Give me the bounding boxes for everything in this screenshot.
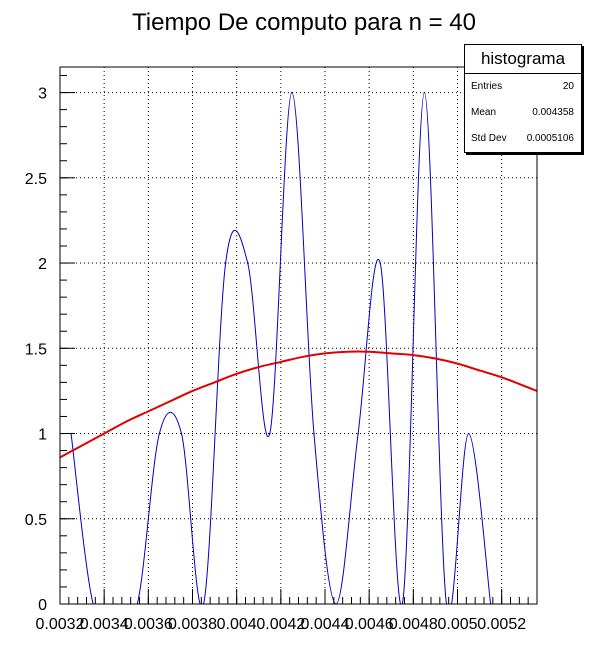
y-axis: 0 0.5 1 1.5 2 2.5 3: [25, 75, 75, 614]
y-tick-label: 2.5: [25, 171, 47, 188]
data-point: [268, 432, 271, 435]
x-tick-label: 0.0036: [124, 616, 173, 633]
series-layer: [60, 91, 537, 604]
stats-box: histograma Entries 20 Mean 0.004358 Std …: [464, 44, 582, 153]
x-tick-label: 0.0042: [256, 616, 305, 633]
x-tick-label: 0.0044: [301, 616, 350, 633]
y-tick-label: 1: [38, 427, 47, 444]
data-point: [180, 432, 183, 435]
y-tick-label: 2: [38, 256, 47, 273]
x-tick-label: 0.0034: [80, 616, 129, 633]
histogram-curve: [70, 92, 492, 604]
stats-row-mean: Mean 0.004358: [465, 100, 581, 126]
data-point: [357, 432, 359, 435]
x-tick-label: 0.0052: [477, 616, 526, 633]
stats-row-stddev: Std Dev 0.0005106: [465, 126, 581, 152]
data-point: [291, 91, 293, 94]
y-tick-label: 1.5: [25, 341, 47, 358]
stats-value: 0.0005106: [526, 133, 574, 144]
data-point: [467, 432, 470, 435]
stats-label: Mean: [471, 107, 497, 118]
stats-value: 20: [562, 81, 574, 92]
x-tick-label: 0.0046: [345, 616, 394, 633]
x-tick-label: 0.005: [437, 616, 477, 633]
x-tick-label: 0.0032: [36, 616, 85, 633]
x-tick-label: 0.004: [217, 616, 257, 633]
stats-row-entries: Entries 20: [465, 74, 581, 100]
data-point: [224, 262, 227, 264]
y-tick-label: 3: [38, 86, 47, 103]
stats-value: 0.004358: [532, 107, 574, 118]
data-point: [158, 432, 161, 435]
x-tick-label: 0.0048: [389, 616, 438, 633]
stats-label: Entries: [471, 81, 503, 92]
stats-title: histograma: [465, 45, 581, 74]
chart-title: Tiempo De computo para n = 40: [132, 9, 476, 36]
data-point: [313, 432, 315, 435]
data-point: [423, 91, 426, 94]
stats-label: Std Dev: [471, 133, 507, 144]
y-tick-label: 0.5: [25, 512, 47, 529]
x-tick-label: 0.0038: [168, 616, 217, 633]
data-point: [246, 262, 249, 264]
data-point: [379, 262, 382, 264]
y-tick-label: 0: [38, 597, 47, 614]
fit-curve: [60, 350, 537, 459]
